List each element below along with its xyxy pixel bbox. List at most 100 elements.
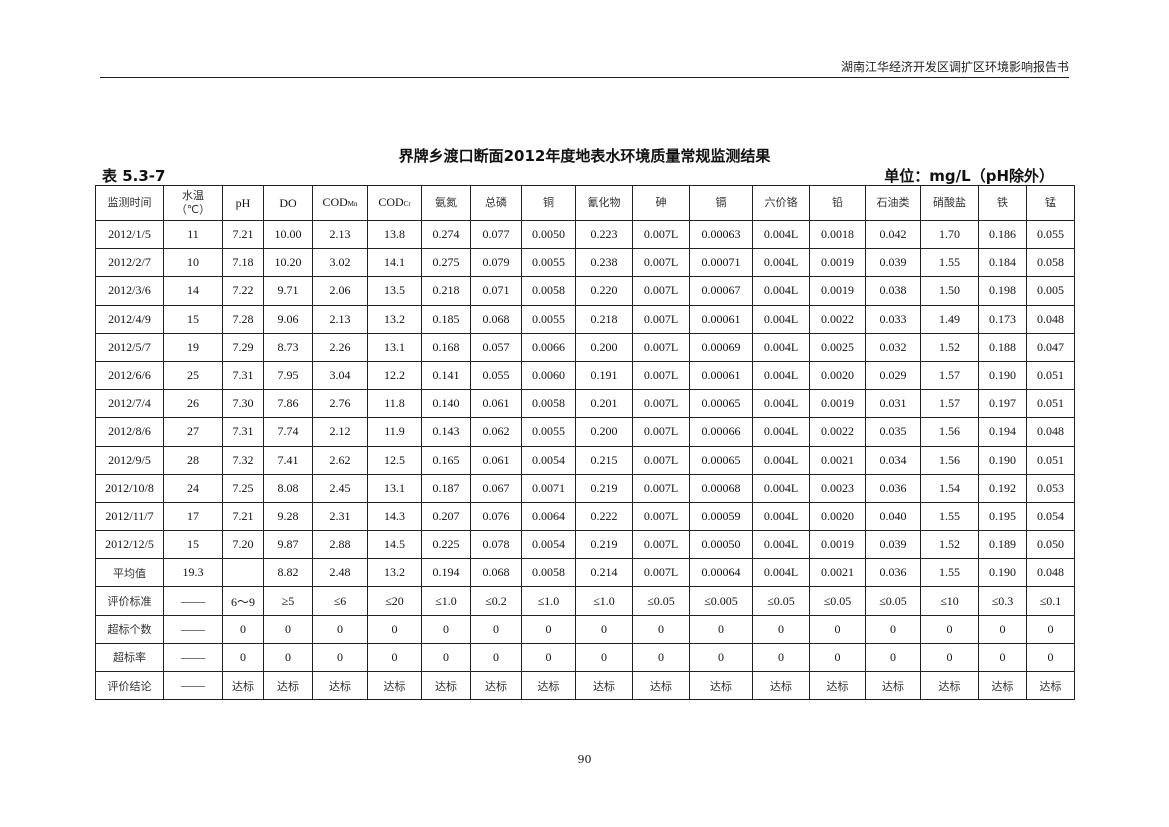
table-cell: 0.005 xyxy=(1026,276,1075,306)
table-cell: 达标 xyxy=(809,670,866,701)
table-cell: 1.70 xyxy=(920,219,979,250)
table-cell: 0.034 xyxy=(865,445,921,475)
table-cell: 0.038 xyxy=(865,276,921,306)
table-cell: 0.0020 xyxy=(809,501,866,532)
table-cell: ≤0.1 xyxy=(1026,586,1075,616)
table-cell: 0.186 xyxy=(978,219,1027,250)
table-cell: 0 xyxy=(312,642,368,673)
table-cell: 0 xyxy=(421,642,471,673)
table-cell: 2.45 xyxy=(312,473,368,503)
monitoring-table: 监测时间 水温 （℃） pH DO CODMn CODCr 氨氮 总磷铜氰化物砷镉六价铬铅石油类… xyxy=(95,185,1075,701)
table-cell: 0.165 xyxy=(421,445,471,475)
table-cell: 0.007L xyxy=(632,501,690,532)
column-header-subscript: Cr xyxy=(403,200,411,208)
table-cell: 7.18 xyxy=(222,248,264,278)
table-cell: 0.035 xyxy=(865,417,921,447)
table-cell: 0.194 xyxy=(421,558,471,588)
table-cell: 达标 xyxy=(470,670,522,701)
table-cell: 0 xyxy=(1026,642,1075,673)
column-header-unit: （℃） xyxy=(175,203,211,216)
table-cell: 0 xyxy=(752,642,810,673)
table-cell: ≤0.05 xyxy=(752,586,810,616)
table-cell: —— xyxy=(163,614,223,644)
table-cell: 0.184 xyxy=(978,248,1027,278)
column-header: 锰 xyxy=(1026,185,1075,221)
column-header: 氨氮 xyxy=(421,185,471,221)
table-row: 2012/12/5 15 7.20 9.87 2.88 14.5 0.225 0.078 0.0… xyxy=(95,530,1075,560)
column-header: 水温 （℃） xyxy=(163,185,223,221)
table-cell: 0.007L xyxy=(632,360,690,391)
table-cell: 0.039 xyxy=(865,248,921,278)
table-cell: ≤20 xyxy=(367,586,422,616)
table-cell: 0.004L xyxy=(752,304,810,334)
table-cell: 0 xyxy=(920,614,979,644)
row-label: 评价结论 xyxy=(95,670,164,701)
table-cell: 0.004L xyxy=(752,219,810,250)
table-row: 超标率 —— 0 0 0 0 0 0 0 0 0 0 0 0 0 0 0 0 xyxy=(95,642,1075,673)
table-cell: 6～9 xyxy=(222,586,264,616)
table-row: 评价标准 —— 6～9 ≥5 ≤6 ≤20 ≤1.0 ≤0.2 ≤1.0 ≤1.0 ≤0.05 ≤0.… xyxy=(95,586,1075,616)
table-cell: 0.00061 xyxy=(689,304,753,334)
table-cell: 0.168 xyxy=(421,332,471,362)
row-label: 2012/5/7 xyxy=(95,332,164,362)
table-cell: 0.0054 xyxy=(521,530,576,560)
table-cell: 0.007L xyxy=(632,530,690,560)
table-cell: 0 xyxy=(689,642,753,673)
table-cell: 0.062 xyxy=(470,417,522,447)
table-cell: 0.048 xyxy=(1026,558,1075,588)
page-number: 90 xyxy=(577,753,592,766)
table-cell: 0 xyxy=(632,642,690,673)
table-row: 2012/7/4 26 7.30 7.86 2.76 11.8 0.140 0.061 0.00… xyxy=(95,389,1075,419)
table-cell: 1.49 xyxy=(920,304,979,334)
column-header: 监测时间 xyxy=(95,185,164,221)
table-cell: 25 xyxy=(163,360,223,391)
table-cell: 8.82 xyxy=(263,558,313,588)
table-cell: ≤1.0 xyxy=(575,586,633,616)
table-cell: 9.87 xyxy=(263,530,313,560)
table-cell: 2.88 xyxy=(312,530,368,560)
table-cell: 0.004L xyxy=(752,501,810,532)
table-cell: —— xyxy=(163,670,223,701)
column-header-label: COD xyxy=(378,195,404,209)
column-header: 铅 xyxy=(809,185,866,221)
table-cell: 0 xyxy=(421,614,471,644)
table-cell: 0.032 xyxy=(865,332,921,362)
table-cell: 0.055 xyxy=(470,360,522,391)
table-header-row: 监测时间 水温 （℃） pH DO CODMn CODCr 氨氮 总磷铜氰化物砷镉六价铬铅石油类… xyxy=(95,185,1075,221)
table-cell: 达标 xyxy=(865,670,921,701)
table-cell: 0.053 xyxy=(1026,473,1075,503)
table-cell: 0.004L xyxy=(752,417,810,447)
table-cell: 0.007L xyxy=(632,276,690,306)
table-cell: 0.004L xyxy=(752,248,810,278)
table-cell: 2.62 xyxy=(312,445,368,475)
table-cell: 0.220 xyxy=(575,276,633,306)
table-cell: 0.238 xyxy=(575,248,633,278)
table-cell: 0.0071 xyxy=(521,473,576,503)
table-cell: 0 xyxy=(263,614,313,644)
table-cell: 26 xyxy=(163,389,223,419)
table-cell: 0.197 xyxy=(978,389,1027,419)
running-header: 湖南江华经济开发区调扩区环境影响报告书 xyxy=(840,60,1069,74)
table-cell: 0.141 xyxy=(421,360,471,391)
table-cell: 达标 xyxy=(312,670,368,701)
row-label: 评价标准 xyxy=(95,586,164,616)
table-cell: 11.8 xyxy=(367,389,422,419)
table-cell: 0.0020 xyxy=(809,360,866,391)
table-cell: 0.061 xyxy=(470,389,522,419)
table-cell: 0.195 xyxy=(978,501,1027,532)
table-cell: 0.0022 xyxy=(809,417,866,447)
table-cell: 0.0058 xyxy=(521,558,576,588)
table-cell: 12.5 xyxy=(367,445,422,475)
table-cell: 0 xyxy=(367,642,422,673)
table-cell: 14 xyxy=(163,276,223,306)
table-cell: 0 xyxy=(865,614,921,644)
table-cell: 2.06 xyxy=(312,276,368,306)
row-label: 2012/2/7 xyxy=(95,248,164,278)
table-cell: 2.31 xyxy=(312,501,368,532)
table-cell: 0.191 xyxy=(575,360,633,391)
table-cell: 0.007L xyxy=(632,389,690,419)
table-cell: 0.0019 xyxy=(809,276,866,306)
table-cell: 7.21 xyxy=(222,501,264,532)
table-cell: 8.08 xyxy=(263,473,313,503)
table-cell: 27 xyxy=(163,417,223,447)
